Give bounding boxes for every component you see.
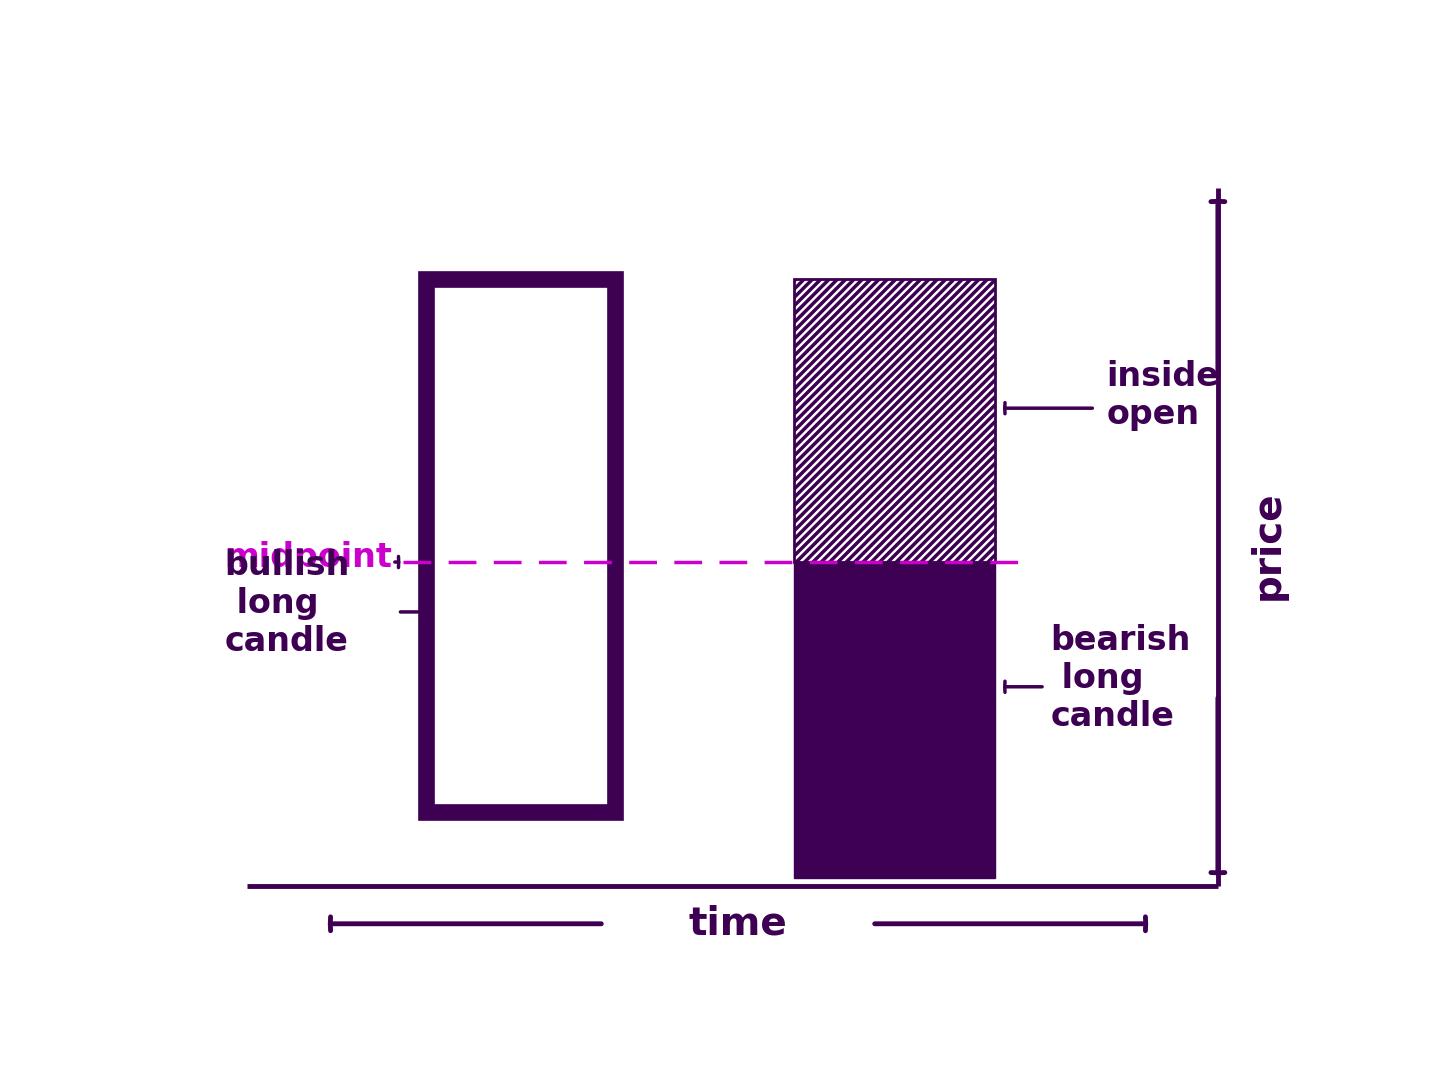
Text: time: time xyxy=(688,905,788,943)
Bar xyxy=(793,562,995,878)
Text: bearish
 long
candle: bearish long candle xyxy=(1051,624,1191,733)
Text: midpoint: midpoint xyxy=(225,541,393,575)
Bar xyxy=(793,280,995,562)
Text: bullish
 long
candle: bullish long candle xyxy=(225,549,350,659)
Text: price: price xyxy=(1248,490,1287,600)
Bar xyxy=(426,280,615,811)
Text: inside
open: inside open xyxy=(1106,360,1220,431)
